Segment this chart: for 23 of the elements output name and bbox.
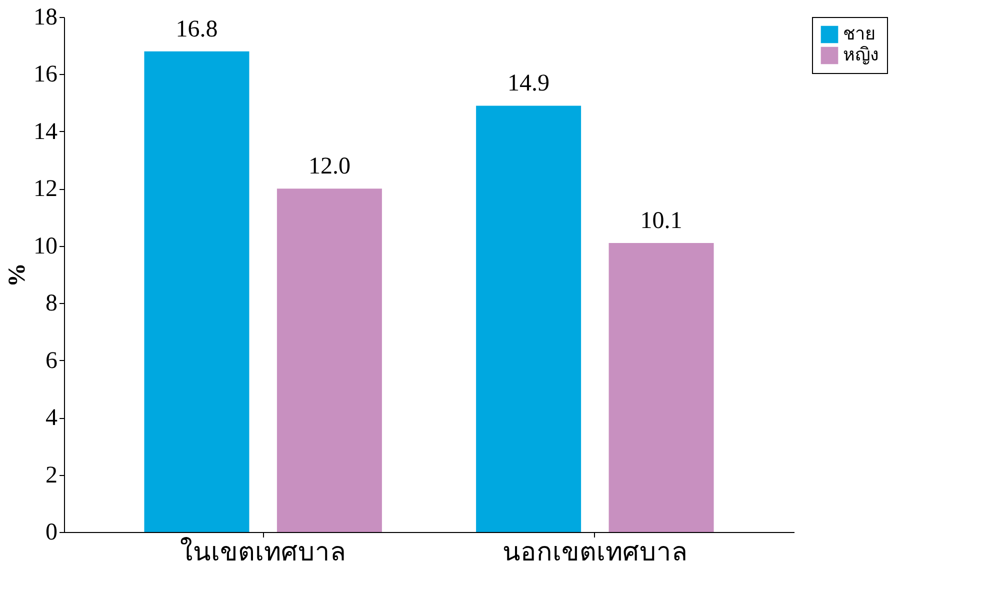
y-tick-label: 18 bbox=[34, 4, 58, 30]
data-label: 12.0 bbox=[308, 154, 350, 180]
y-tick-label: 0 bbox=[46, 520, 58, 546]
y-tick-label: 16 bbox=[34, 62, 58, 88]
legend-label: หญิง bbox=[843, 44, 879, 66]
y-tick-label: 14 bbox=[34, 118, 58, 145]
bar bbox=[276, 188, 382, 532]
data-label: 10.1 bbox=[640, 208, 682, 234]
y-tick-label: 12 bbox=[34, 176, 58, 202]
bar bbox=[608, 243, 714, 532]
y-tick-label: 2 bbox=[46, 462, 58, 488]
data-label: 14.9 bbox=[508, 70, 550, 97]
legend-label: ชาย bbox=[843, 24, 876, 44]
bar bbox=[144, 51, 250, 532]
bar bbox=[476, 106, 582, 532]
y-tick-label: 6 bbox=[46, 348, 58, 374]
y-tick-label: 4 bbox=[46, 405, 58, 432]
x-tick-label: นอกเขตเทศบาล bbox=[502, 538, 688, 568]
x-tick-label: ในเขตเทศบาล bbox=[180, 538, 346, 568]
y-tick-label: 10 bbox=[34, 233, 58, 260]
y-tick-label: 8 bbox=[46, 290, 58, 317]
y-axis-title: % bbox=[4, 263, 30, 287]
data-label: 16.8 bbox=[176, 16, 218, 42]
